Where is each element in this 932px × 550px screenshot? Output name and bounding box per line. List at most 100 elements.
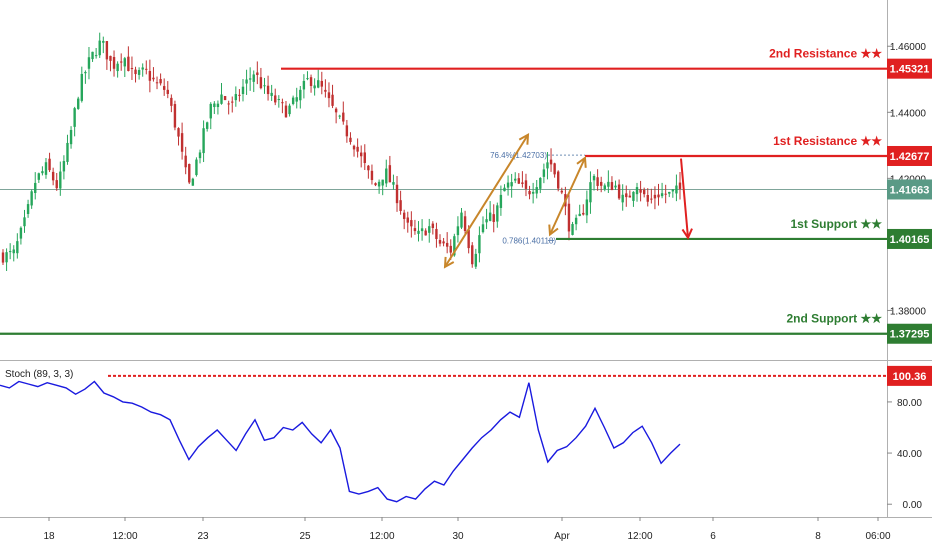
candle-body	[274, 95, 277, 103]
candle-body	[388, 165, 392, 183]
candle-body	[266, 85, 270, 95]
candle-body	[428, 226, 431, 233]
candle-body	[30, 191, 33, 206]
candle	[557, 170, 560, 192]
candle	[198, 149, 202, 164]
candle	[320, 71, 323, 95]
candle-body	[628, 195, 632, 198]
candle-body	[678, 182, 682, 189]
candle-body	[660, 193, 664, 197]
candle-body	[291, 97, 295, 104]
candle-body	[560, 190, 563, 193]
candle	[34, 172, 37, 200]
candle	[431, 221, 435, 235]
candle-body	[492, 214, 495, 222]
candle-body	[191, 178, 195, 186]
candle	[327, 82, 331, 108]
level-price-badge	[887, 228, 932, 249]
level-label: 1st Resistance ★★	[773, 134, 882, 148]
candle	[617, 179, 621, 200]
candle-body	[510, 182, 513, 187]
candle-body	[485, 219, 488, 223]
candle-body	[453, 236, 456, 256]
candle-body	[334, 108, 338, 113]
candle	[496, 202, 499, 228]
candle	[639, 180, 642, 202]
candle-body	[141, 67, 144, 70]
candle	[542, 163, 546, 184]
candle-body	[288, 105, 291, 115]
candle	[374, 182, 377, 187]
candle-body	[80, 73, 84, 101]
candle	[524, 173, 528, 197]
time-tick-label: 6	[710, 531, 716, 542]
candle-body	[481, 224, 485, 233]
candle	[420, 219, 424, 241]
candle-body	[528, 191, 531, 195]
candle	[109, 55, 112, 72]
candle	[417, 221, 420, 242]
candle	[510, 173, 513, 198]
candle	[1, 249, 5, 266]
candle-body	[44, 162, 48, 175]
candle-body	[134, 69, 137, 75]
candle-body	[549, 159, 553, 165]
candle-body	[410, 220, 413, 227]
candle-body	[381, 179, 384, 186]
candle	[678, 171, 682, 200]
candle-body	[145, 68, 148, 70]
candle	[209, 102, 212, 130]
candle	[410, 211, 413, 238]
candle	[299, 86, 302, 109]
candle	[188, 163, 191, 185]
candle-body	[213, 103, 216, 108]
candle-body	[270, 92, 273, 96]
candle-body	[360, 152, 363, 157]
candle	[252, 70, 255, 93]
candle	[274, 88, 277, 106]
time-tick-label: 12:00	[112, 531, 137, 542]
candle	[395, 176, 399, 212]
candle-body	[546, 162, 549, 169]
candle-body	[571, 224, 574, 235]
candle-body	[517, 178, 521, 184]
candle	[120, 53, 123, 71]
candle-body	[553, 163, 556, 175]
candle-body	[657, 194, 660, 198]
candle-body	[524, 180, 528, 189]
candle-body	[438, 239, 442, 244]
candle	[671, 189, 675, 198]
candle	[456, 216, 460, 243]
candle-body	[166, 89, 169, 94]
candle-body	[51, 171, 55, 181]
candle	[363, 144, 366, 170]
candle	[345, 119, 349, 143]
candle	[478, 226, 481, 263]
candle-body	[216, 103, 220, 108]
candle-body	[567, 203, 571, 232]
candle	[485, 208, 488, 230]
candle	[241, 79, 245, 102]
candle	[517, 173, 521, 184]
candle-body	[488, 212, 492, 221]
candle-body	[363, 152, 366, 164]
candle-body	[152, 77, 155, 80]
candle-body	[675, 185, 678, 194]
stoch-label: Stoch (89, 3, 3)	[5, 369, 73, 380]
candle-body	[66, 142, 69, 162]
candle	[256, 61, 259, 85]
candle-body	[610, 182, 614, 191]
candle-body	[180, 133, 184, 152]
fib-label-upper: 76.4%(1.42703)	[490, 151, 547, 160]
candle-body	[62, 161, 66, 172]
candle	[141, 63, 144, 77]
candle-body	[302, 80, 306, 90]
candle-body	[392, 182, 395, 185]
level-label: 1st Support ★★	[790, 217, 882, 231]
candle	[338, 114, 341, 120]
candle-body	[94, 55, 98, 57]
candle-body	[227, 103, 230, 105]
candle-body	[130, 67, 134, 69]
candle-body	[91, 51, 94, 60]
